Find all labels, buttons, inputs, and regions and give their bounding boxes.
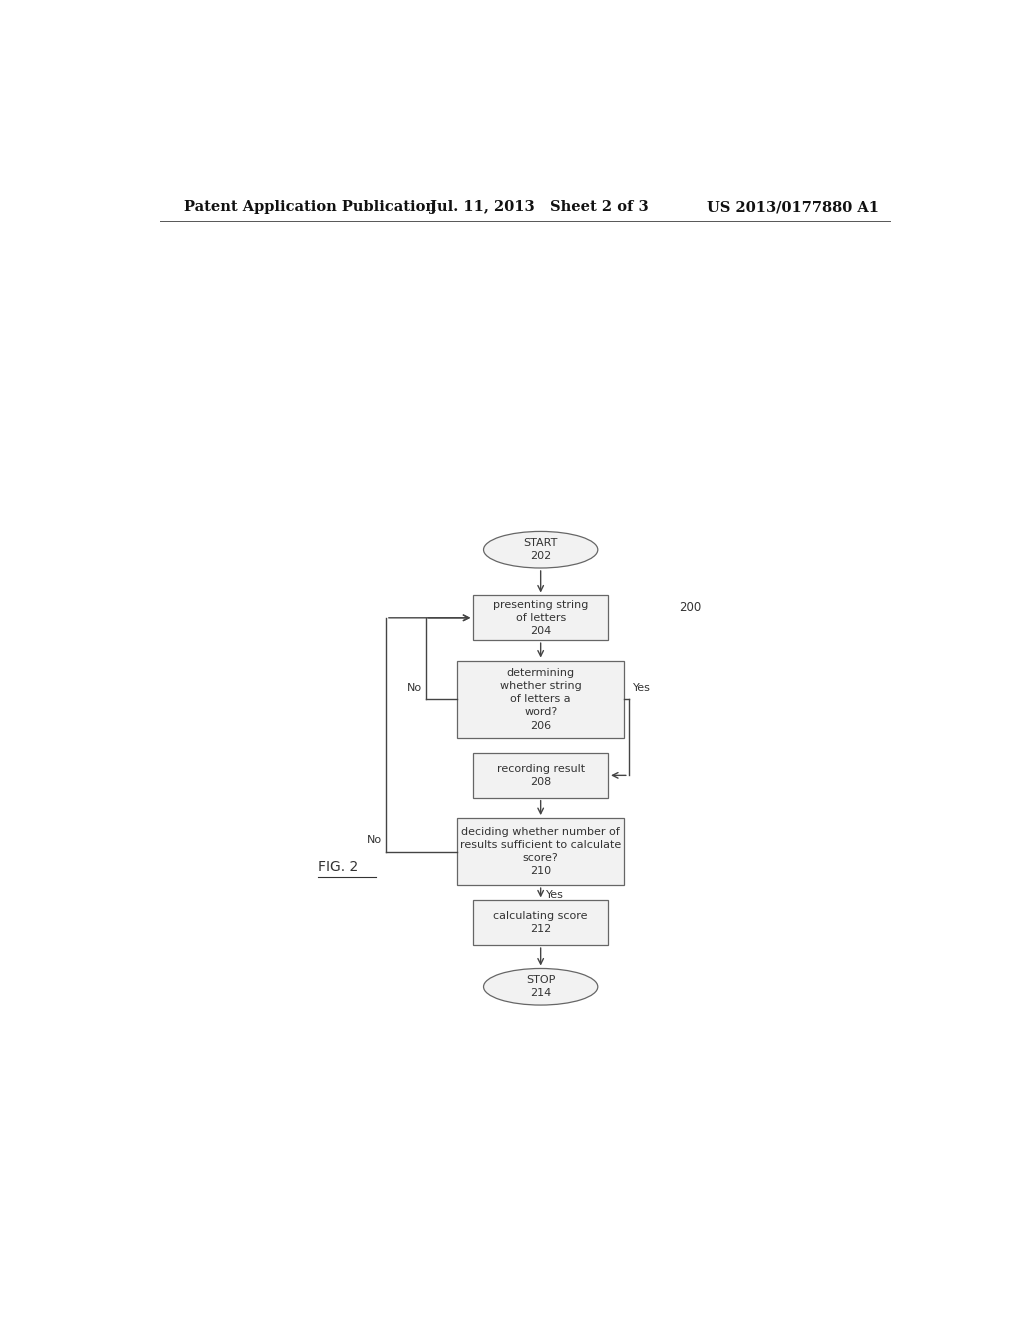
Text: No: No (407, 682, 422, 693)
Text: 200: 200 (680, 601, 701, 614)
Text: calculating score
212: calculating score 212 (494, 911, 588, 935)
Text: Jul. 11, 2013   Sheet 2 of 3: Jul. 11, 2013 Sheet 2 of 3 (430, 201, 648, 214)
Text: determining
whether string
of letters a
word?
206: determining whether string of letters a … (500, 668, 582, 730)
Text: Patent Application Publication: Patent Application Publication (183, 201, 435, 214)
FancyBboxPatch shape (458, 818, 624, 886)
Text: US 2013/0177880 A1: US 2013/0177880 A1 (708, 201, 880, 214)
FancyBboxPatch shape (473, 752, 608, 797)
Text: Yes: Yes (633, 682, 650, 693)
Ellipse shape (483, 969, 598, 1005)
Text: FIG. 2: FIG. 2 (318, 859, 358, 874)
Text: Yes: Yes (546, 890, 564, 900)
Text: No: No (367, 836, 382, 846)
Text: presenting string
of letters
204: presenting string of letters 204 (493, 599, 589, 636)
FancyBboxPatch shape (473, 900, 608, 945)
Ellipse shape (483, 532, 598, 568)
Text: recording result
208: recording result 208 (497, 764, 585, 787)
Text: STOP
214: STOP 214 (526, 975, 555, 998)
FancyBboxPatch shape (473, 595, 608, 640)
Text: deciding whether number of
results sufficient to calculate
score?
210: deciding whether number of results suffi… (460, 826, 622, 876)
Text: START
202: START 202 (523, 539, 558, 561)
FancyBboxPatch shape (458, 660, 624, 738)
